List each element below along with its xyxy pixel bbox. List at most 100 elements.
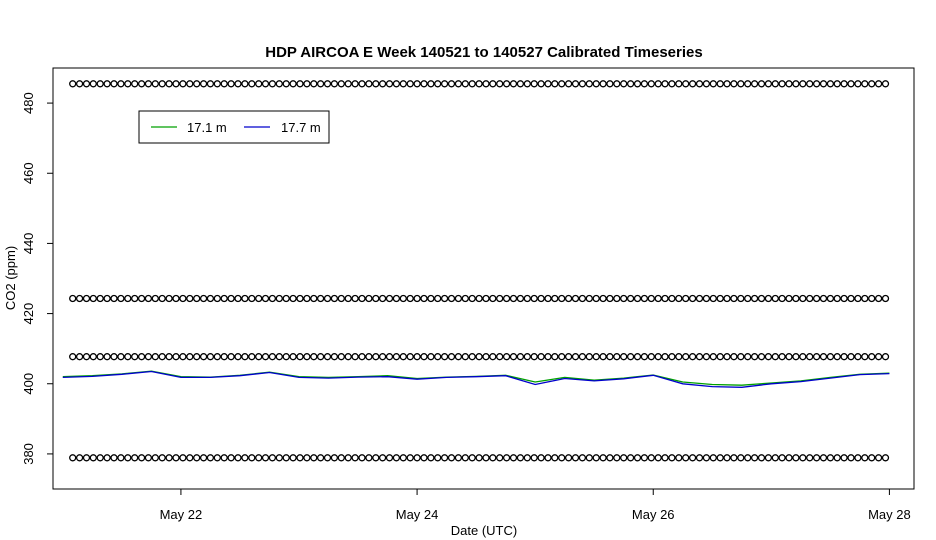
calibration-point-3-36 (316, 454, 325, 462)
calibration-point-1-62 (496, 294, 504, 303)
calibration-point-1-82 (633, 294, 642, 303)
calibration-point-0-50 (413, 80, 421, 88)
calibration-point-2-83 (640, 353, 649, 361)
calibration-point-3-62 (496, 454, 504, 462)
y-tick-label-5: 480 (21, 92, 36, 114)
calibration-point-3-59 (475, 454, 483, 462)
calibration-point-1-72 (564, 294, 573, 303)
calibration-point-1-78 (606, 294, 614, 303)
calibration-point-0-107 (806, 80, 814, 88)
calibration-point-0-102 (771, 80, 779, 88)
calibration-point-2-1 (75, 353, 84, 361)
calibration-point-1-20 (206, 294, 215, 303)
calibration-point-3-41 (351, 454, 359, 462)
x-tick-label-3: May 28 (868, 507, 911, 522)
calibration-point-1-23 (227, 294, 235, 303)
calibration-point-1-25 (241, 294, 249, 303)
calibration-point-2-116 (868, 353, 876, 361)
calibration-point-1-61 (489, 294, 497, 303)
calibration-point-3-108 (812, 454, 821, 462)
calibration-point-0-62 (496, 80, 504, 88)
calibration-point-1-116 (868, 294, 876, 303)
calibration-point-3-1 (75, 454, 84, 462)
calibration-point-0-93 (709, 80, 717, 88)
calibration-point-0-76 (592, 80, 600, 88)
calibration-point-0-68 (537, 80, 545, 88)
calibration-point-2-74 (578, 353, 587, 361)
x-axis: May 22 May 24 May 26 May 28 (160, 489, 911, 522)
plot-frame (52, 67, 915, 490)
calibration-point-0-37 (323, 80, 332, 88)
calibration-point-3-47 (392, 454, 401, 462)
calibration-point-2-69 (544, 353, 552, 361)
calibration-point-2-107 (806, 353, 814, 361)
calibration-point-2-103 (778, 353, 786, 361)
calibration-point-2-65 (516, 353, 525, 361)
calibration-point-0-53 (434, 80, 442, 88)
calibration-point-3-10 (137, 454, 146, 462)
calibration-point-1-69 (544, 294, 552, 303)
calibration-point-1-111 (833, 294, 841, 303)
calibration-point-0-60 (482, 80, 490, 88)
calibration-point-0-4 (96, 80, 104, 88)
calibration-point-0-77 (599, 80, 607, 88)
calibration-point-2-12 (151, 353, 159, 361)
calibration-point-0-48 (399, 80, 407, 88)
calibration-point-1-41 (351, 294, 359, 303)
calibration-point-0-25 (241, 80, 249, 88)
calibration-point-1-60 (482, 294, 490, 303)
calibration-point-3-22 (220, 454, 228, 462)
calibration-point-3-64 (509, 454, 518, 462)
calibration-point-0-101 (764, 80, 773, 88)
calibration-point-3-48 (399, 454, 407, 462)
calibration-point-0-79 (613, 80, 621, 88)
calibration-point-0-92 (702, 80, 711, 88)
calibration-point-1-102 (771, 294, 779, 303)
calibration-point-3-24 (234, 454, 242, 462)
calibration-point-2-44 (372, 353, 380, 361)
calibration-point-0-64 (509, 80, 518, 88)
calibration-point-0-17 (186, 80, 194, 88)
calibration-point-3-9 (131, 454, 139, 462)
calibration-point-3-93 (709, 454, 717, 462)
calibration-point-2-38 (330, 353, 339, 361)
calibration-point-0-23 (227, 80, 235, 88)
calibration-point-3-45 (378, 454, 387, 462)
calibration-point-0-14 (165, 80, 173, 88)
calibration-point-3-60 (482, 454, 490, 462)
calibration-point-3-61 (489, 454, 497, 462)
calibration-point-0-81 (626, 80, 635, 88)
calibration-point-0-33 (296, 80, 304, 88)
calibration-point-1-87 (668, 294, 676, 303)
calibration-point-3-116 (868, 454, 876, 462)
calibration-point-3-35 (310, 454, 318, 462)
calibration-point-0-45 (378, 80, 387, 88)
calibration-point-1-58 (468, 294, 476, 303)
calibration-point-1-112 (840, 294, 848, 303)
calibration-point-3-69 (544, 454, 552, 462)
calibration-point-2-57 (461, 353, 469, 361)
calibration-point-3-112 (840, 454, 848, 462)
calibration-point-0-31 (282, 80, 290, 88)
calibration-point-2-95 (723, 353, 731, 361)
calibration-point-1-104 (785, 294, 793, 303)
calibration-point-3-75 (585, 454, 593, 462)
calibration-point-0-115 (861, 80, 869, 88)
calibration-point-0-8 (124, 80, 132, 88)
calibration-point-2-10 (137, 353, 146, 361)
calibration-point-3-66 (523, 454, 531, 462)
calibration-point-1-13 (158, 294, 166, 303)
calibration-point-3-33 (296, 454, 304, 462)
calibration-point-2-88 (675, 353, 683, 361)
calibration-point-3-51 (420, 454, 428, 462)
calibration-point-1-31 (282, 294, 290, 303)
calibration-point-2-78 (606, 353, 614, 361)
calibration-point-1-29 (268, 294, 277, 303)
calibration-point-0-22 (220, 80, 228, 88)
calibration-point-3-111 (833, 454, 841, 462)
calibration-point-3-28 (261, 454, 270, 462)
calibration-point-0-54 (440, 80, 449, 88)
calibration-point-2-81 (626, 353, 635, 361)
calibration-point-3-18 (193, 454, 201, 462)
y-tick-label-3: 440 (21, 233, 36, 255)
